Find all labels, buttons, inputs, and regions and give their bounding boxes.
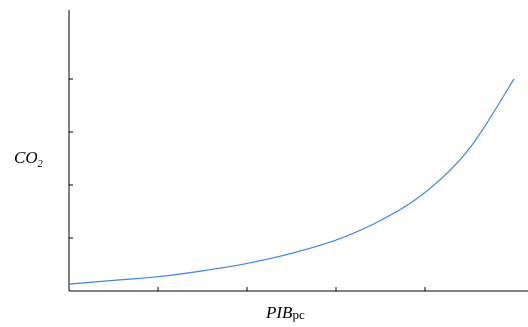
y-axis-label: CO2: [14, 148, 43, 170]
series-line: [68, 78, 515, 285]
y-ticks: [69, 78, 73, 239]
x-axis-label-main: PIB: [265, 303, 293, 322]
y-axis-label-main: CO: [14, 148, 38, 167]
x-axis-label-sub: pc: [292, 307, 305, 322]
y-axis-label-sub: 2: [38, 159, 43, 170]
x-ticks: [157, 287, 426, 291]
x-axis-label: PIBpc: [265, 303, 305, 322]
